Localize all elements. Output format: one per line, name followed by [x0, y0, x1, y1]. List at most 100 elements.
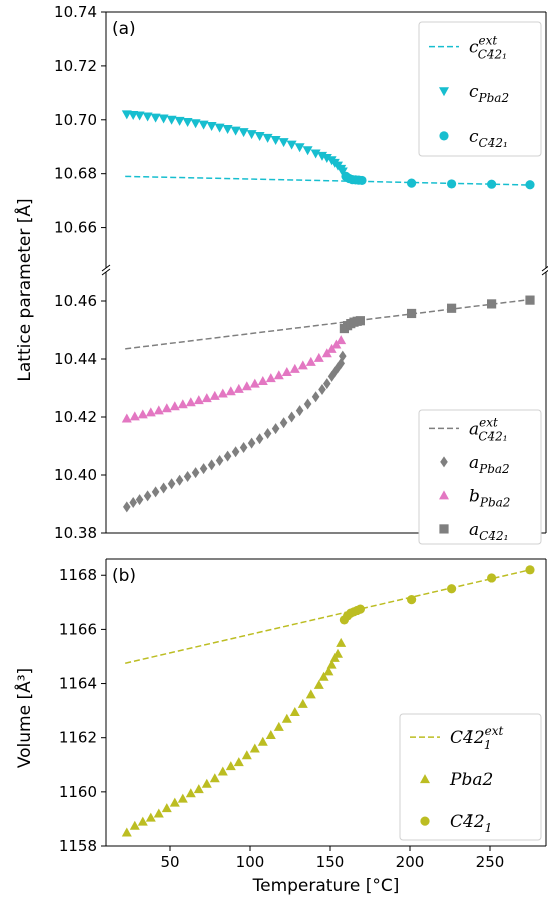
- data-point: [254, 131, 265, 141]
- y-tick-label: 10.38: [54, 524, 97, 542]
- data-point: [238, 128, 249, 138]
- xlabel-temperature: Temperature [°C]: [252, 876, 400, 896]
- legend-marker: [439, 131, 449, 141]
- data-point: [447, 179, 457, 189]
- legend-label-part: ext: [479, 34, 498, 48]
- data-point: [289, 363, 300, 373]
- data-point: [150, 113, 161, 123]
- legend-frame: [418, 21, 542, 157]
- legend-label-part: C4̄2₁: [479, 529, 508, 543]
- data-point: [121, 827, 132, 837]
- data-point: [336, 335, 347, 345]
- data-point: [295, 405, 304, 417]
- legend-label-part: Pba2: [449, 770, 493, 790]
- data-point: [137, 816, 148, 826]
- legend-label-part: a: [469, 419, 479, 439]
- data-point: [263, 428, 272, 440]
- axis-break-mark: [541, 269, 548, 276]
- data-point: [215, 455, 224, 466]
- data-point: [355, 604, 365, 614]
- data-point: [313, 352, 324, 362]
- data-point: [137, 409, 148, 419]
- data-point: [217, 388, 228, 398]
- data-point: [169, 797, 180, 807]
- axis-break-mark: [541, 265, 548, 272]
- data-point: [303, 398, 312, 410]
- data-point: [230, 126, 241, 136]
- data-point: [161, 803, 172, 813]
- legend-label-part: b: [469, 486, 480, 506]
- data-point: [193, 395, 204, 405]
- data-point: [223, 450, 232, 462]
- y-tick-label: 1162: [59, 729, 97, 747]
- legend-label-part: c: [469, 82, 479, 102]
- data-point: [323, 666, 334, 676]
- y-tick-label: 10.74: [54, 3, 97, 21]
- data-point: [525, 180, 535, 190]
- data-point: [129, 497, 137, 509]
- data-point: [201, 393, 212, 403]
- series-diamond: [123, 350, 347, 513]
- x-tick-label: 200: [396, 853, 425, 871]
- data-point: [323, 378, 331, 390]
- series-dashed: [125, 569, 531, 664]
- data-point: [145, 812, 156, 822]
- data-point: [333, 648, 343, 658]
- data-point: [305, 356, 316, 366]
- data-point: [169, 401, 180, 411]
- data-point: [318, 671, 329, 681]
- data-point: [175, 474, 184, 486]
- data-point: [487, 573, 497, 583]
- data-point: [355, 316, 365, 326]
- data-point: [177, 399, 188, 409]
- data-point: [239, 441, 248, 453]
- data-point: [185, 788, 196, 798]
- data-point: [262, 133, 273, 143]
- data-point: [357, 175, 367, 186]
- legend-frame: [399, 713, 542, 841]
- series-square: [339, 295, 535, 334]
- legend-label-part: ext: [479, 415, 498, 429]
- data-point: [246, 130, 257, 140]
- y-tick-label: 10.70: [54, 111, 97, 129]
- data-point: [257, 736, 268, 746]
- series-line: [125, 175, 531, 186]
- data-point: [407, 178, 417, 188]
- series-circle: [341, 171, 535, 190]
- data-point: [134, 111, 145, 121]
- data-point: [257, 376, 268, 386]
- data-point: [190, 119, 201, 129]
- data-point: [265, 729, 276, 739]
- legend-label-part: Pba2: [478, 462, 510, 476]
- data-point: [241, 381, 252, 391]
- y-tick-label: 10.66: [54, 219, 97, 237]
- legend-label: C4̄21: [450, 812, 492, 835]
- data-point: [525, 295, 535, 305]
- legend-label-part: c: [469, 127, 479, 147]
- data-point: [145, 407, 156, 417]
- data-point: [249, 743, 260, 753]
- data-point: [201, 778, 212, 788]
- data-point: [286, 140, 297, 150]
- x-tick-label: 50: [160, 853, 179, 871]
- data-point: [225, 386, 236, 396]
- legend-label: aPba2: [469, 453, 510, 476]
- data-point: [209, 773, 220, 783]
- y-tick-label: 1160: [59, 783, 97, 801]
- legend-label-part: 1: [484, 738, 492, 752]
- data-point: [313, 679, 324, 689]
- axis-break-mark: [101, 268, 111, 276]
- data-point: [247, 437, 256, 449]
- data-point: [166, 115, 177, 125]
- legend-label: C4̄2ext 1: [450, 724, 504, 752]
- data-point: [287, 411, 296, 423]
- y-tick-label: 1168: [59, 566, 97, 584]
- ylabel-volume: Volume [Å³]: [13, 668, 35, 768]
- data-point: [302, 146, 313, 156]
- data-point: [153, 808, 164, 818]
- data-point: [233, 757, 244, 767]
- y-tick-label: 10.40: [54, 466, 97, 484]
- data-point: [199, 463, 208, 475]
